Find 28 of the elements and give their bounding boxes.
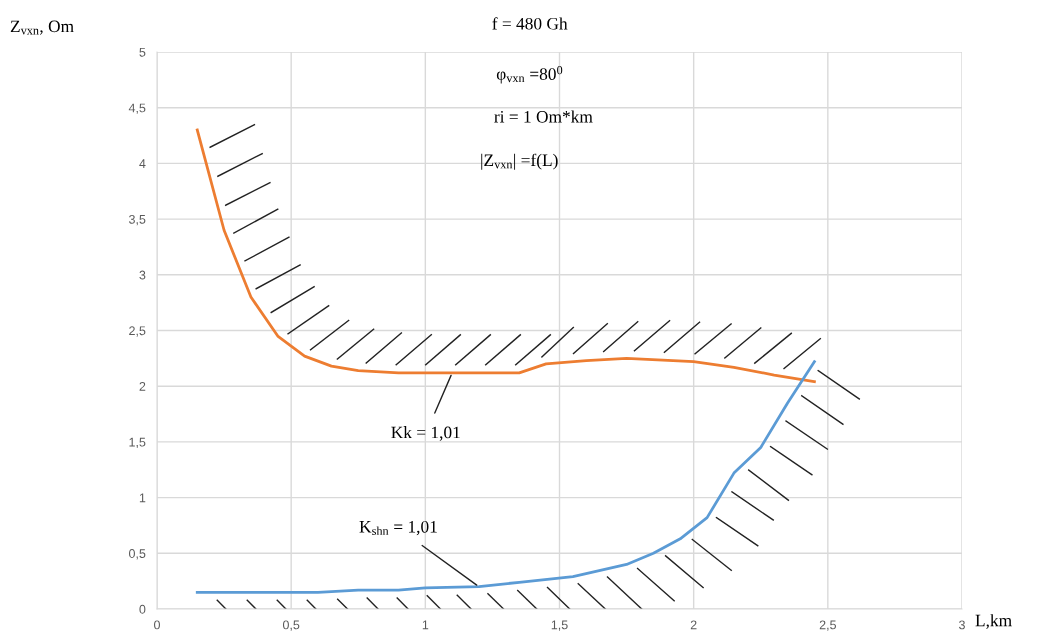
text: f = 480 Gh [492, 17, 568, 30]
y-tick-label: 3,5 [128, 214, 146, 226]
y-tick-label: 0,5 [129, 549, 146, 560]
y-tick-label: 4,5 [128, 103, 146, 114]
x-tick-label: 2,5 [819, 620, 836, 631]
x-tick-label: 1 [422, 620, 429, 630]
y-tick-label: 4 [139, 159, 146, 168]
x-tick-label: 0,5 [282, 620, 300, 631]
line-series [195, 128, 816, 384]
x-tick-label: 0 [154, 620, 160, 630]
annotation: K$_{shn}$ = 1,01 [359, 520, 437, 536]
y-tick-label: 0 [139, 604, 146, 614]
annotation: |Z$_{vxn}$| =f(L) [481, 153, 558, 170]
x-tick-label: 3 [959, 620, 965, 630]
y-axis-title: Z$_{vxn}$, Om [10, 20, 74, 35]
annotation: Kk = 1,01 [391, 426, 460, 441]
y-tick-label: 2,5 [129, 326, 146, 337]
y-tick-label: 2 [139, 382, 146, 391]
y-tick-label: 1 [139, 493, 146, 503]
y-tick-label: 5 [139, 47, 146, 57]
annotation: ri = 1 Om*km [494, 110, 593, 123]
y-tick-label: 1,5 [129, 437, 146, 449]
x-tick-label: 1,5 [551, 620, 568, 631]
line-series [195, 360, 816, 594]
annotation: φ$_{vxn}$ =80$^{0}$ [496, 66, 563, 84]
y-tick-label: 3 [139, 270, 146, 280]
x-tick-label: 2 [690, 620, 697, 630]
x-axis-title: L,km [975, 614, 1012, 629]
